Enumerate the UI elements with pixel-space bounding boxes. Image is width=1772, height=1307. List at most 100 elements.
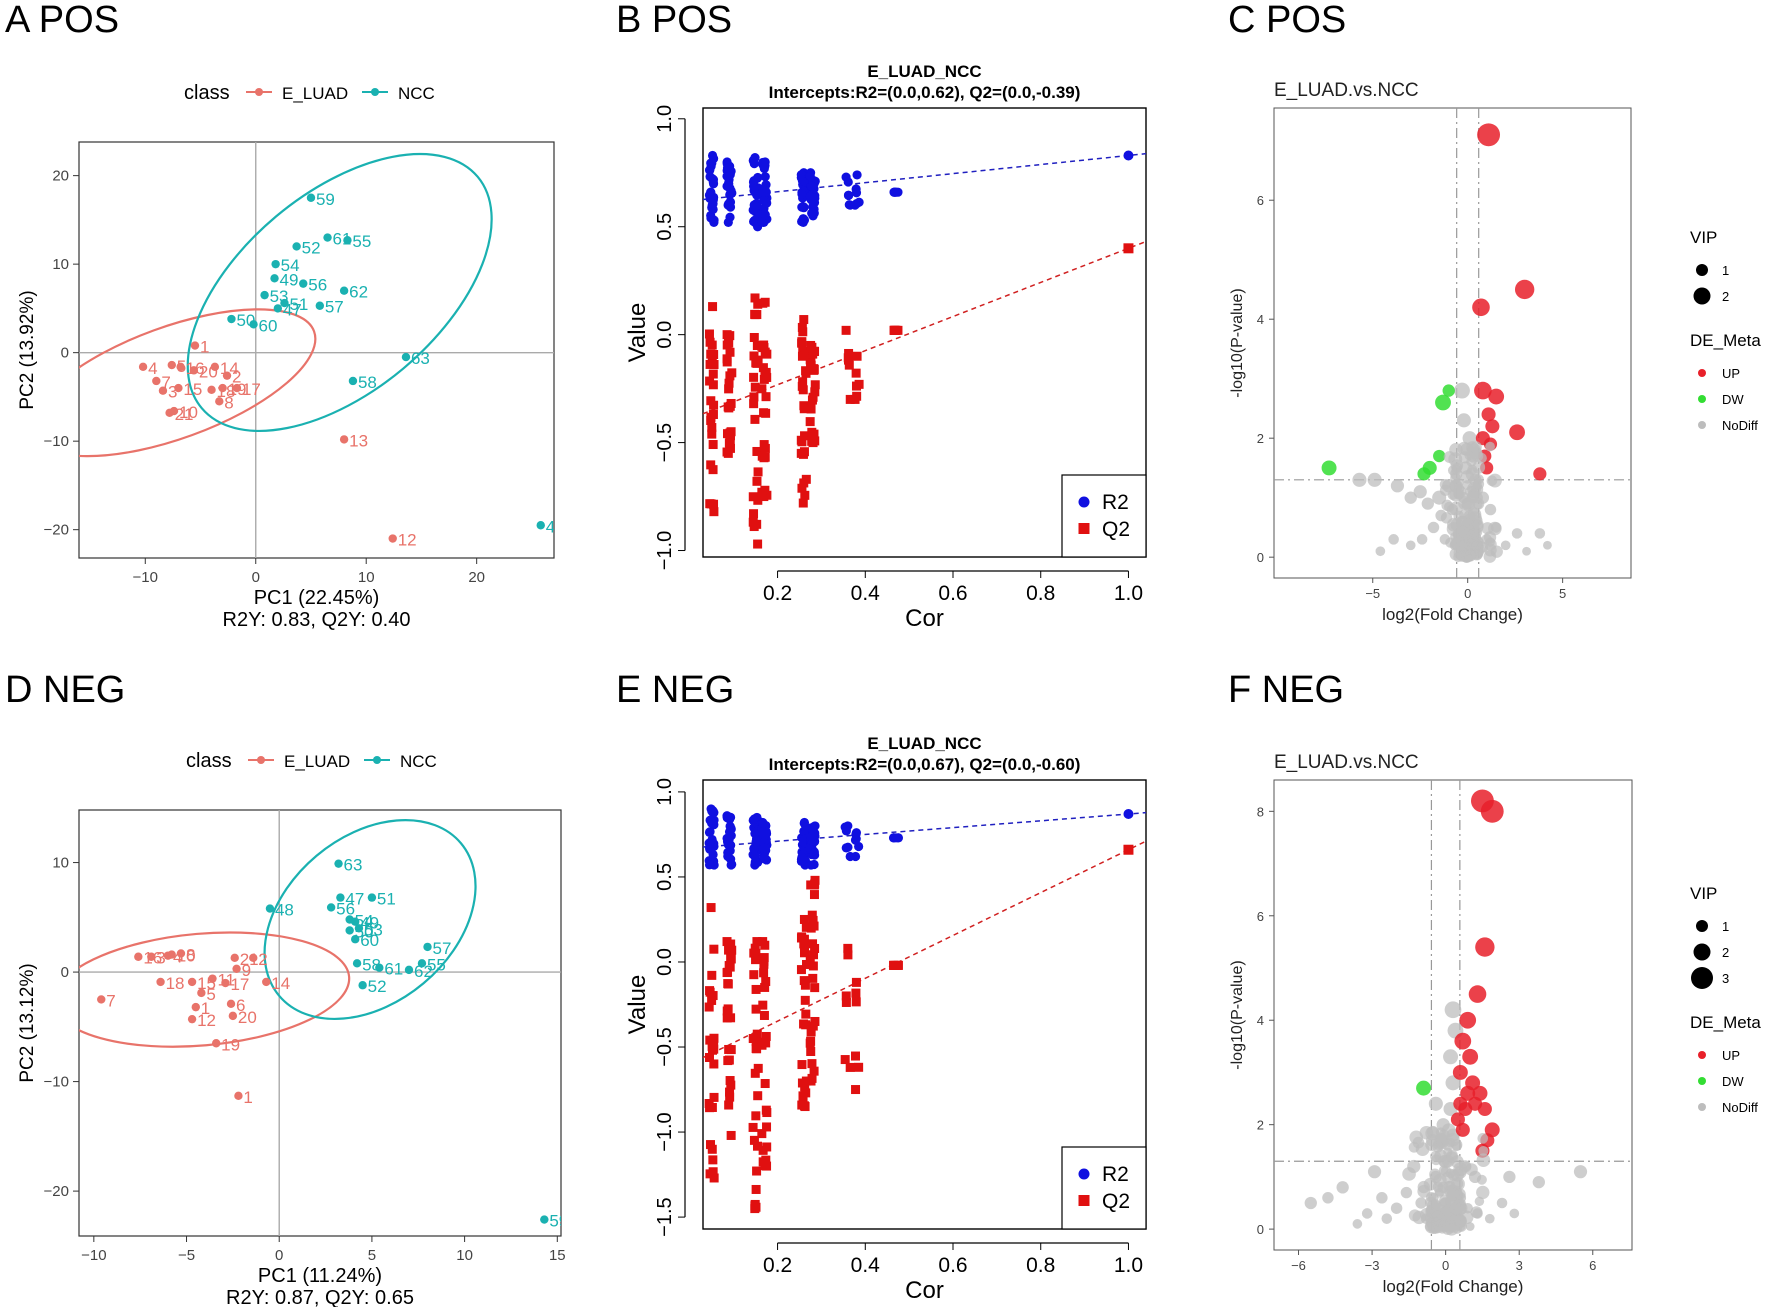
legend-vip-label: 1 — [1722, 263, 1729, 278]
sample-label: 4 — [173, 948, 182, 967]
q2-point — [708, 465, 718, 475]
x-tick-label: 5 — [368, 1247, 376, 1264]
y-tick-label: 1.0 — [654, 778, 676, 806]
q2-point — [797, 337, 807, 347]
sample-point — [97, 995, 106, 1004]
r2-point — [843, 177, 853, 187]
r2-point — [810, 193, 820, 203]
q2-original-point — [1123, 243, 1134, 254]
x-tick-label: 0.2 — [763, 1254, 792, 1277]
metabolite-point — [1390, 479, 1405, 493]
sample-point — [262, 977, 271, 987]
q2-point — [723, 979, 733, 989]
metabolite-point — [1485, 419, 1500, 434]
sample-point — [271, 259, 280, 269]
chart-subtitle: Intercepts:R2=(0.0,0.67), Q2=(0.0,-0.60) — [769, 755, 1081, 774]
sample-label: 59 — [316, 190, 335, 209]
sample-point — [323, 233, 332, 242]
sample-label: 55 — [352, 232, 371, 251]
y-tick-label: 20 — [52, 168, 69, 185]
sample-point — [351, 935, 360, 944]
q2-point — [761, 1155, 771, 1165]
r2-point — [707, 158, 717, 168]
metabolite-point — [1450, 1112, 1465, 1127]
sample-point — [306, 193, 316, 202]
y-tick-label: −1.0 — [654, 531, 676, 570]
q2-point — [809, 921, 819, 931]
legend-box — [1061, 474, 1147, 558]
q2-point — [751, 1184, 761, 1194]
q2-point — [800, 995, 810, 1005]
q2-point — [797, 483, 807, 493]
r2-point — [723, 851, 733, 861]
metabolite-point — [1443, 451, 1456, 463]
q2-point — [753, 1091, 763, 1101]
q2-point — [749, 522, 759, 532]
r2-point — [760, 853, 770, 863]
legend-de-marker — [1698, 369, 1706, 377]
metabolite-point — [1472, 298, 1490, 317]
q2-point — [851, 988, 861, 998]
q2-point — [844, 348, 854, 358]
legend-marker — [255, 88, 263, 96]
q2-point — [753, 495, 763, 505]
q2-point — [808, 392, 818, 402]
y-axis-title: -log10(P-value) — [1229, 960, 1246, 1069]
x-tick-label: 0.4 — [851, 582, 881, 605]
legend-vip-marker — [1693, 943, 1711, 961]
metabolite-point — [1446, 522, 1461, 536]
y-tick-label: 0 — [61, 345, 69, 362]
plot-area: 1634108212918151117145162012197163475148… — [79, 810, 561, 1236]
confidence-ellipse — [263, 819, 477, 1021]
q2-point — [806, 880, 816, 890]
sample-point — [158, 386, 168, 395]
q2-point — [851, 368, 861, 378]
q2-point — [761, 367, 771, 377]
q2-point — [722, 447, 732, 457]
q2-point — [749, 399, 759, 409]
permutation-panel: E_LUAD_NCC Intercepts:R2=(0.0,0.67), Q2=(… — [624, 734, 1147, 1304]
sample-point — [222, 371, 232, 380]
y-tick-label: 0.0 — [654, 321, 676, 349]
q2-point — [725, 371, 735, 381]
q2-point — [749, 372, 759, 382]
q2-point — [809, 950, 819, 960]
q2-point — [810, 380, 820, 390]
metabolite-point — [1477, 123, 1501, 147]
q2-fit-line — [703, 240, 1146, 415]
q2-point — [753, 1063, 763, 1073]
legend-label: E_LUAD — [282, 84, 348, 103]
q2-point — [704, 1052, 714, 1062]
x-tick-label: 0.2 — [763, 582, 792, 605]
sample-label: 7 — [161, 373, 170, 392]
q2-point — [724, 961, 734, 971]
metabolite-point — [1455, 1122, 1470, 1137]
x-axis-title: log2(Fold Change) — [1382, 605, 1523, 624]
x-tick-label: 0.8 — [1026, 1254, 1055, 1277]
y-tick-label: 4 — [1257, 312, 1264, 327]
q2-point — [749, 392, 759, 402]
sample-label: 8 — [224, 393, 233, 412]
r2-point — [851, 184, 861, 194]
q2-point — [709, 1059, 719, 1069]
q2-point — [807, 1073, 817, 1083]
metabolite-point — [1453, 510, 1465, 522]
legend-de-marker — [1698, 421, 1706, 429]
q2-point — [750, 293, 760, 303]
confidence-ellipse — [186, 152, 493, 432]
q2-point — [722, 1006, 732, 1016]
q2-point — [806, 404, 816, 414]
q2-point — [724, 1044, 734, 1054]
legend-entry: E_LUAD — [246, 84, 348, 103]
metabolite-point — [1478, 1145, 1489, 1156]
x-tick-label: 0.6 — [938, 1254, 967, 1277]
chart-title: E_LUAD.vs.NCC — [1274, 80, 1419, 101]
metabolite-point — [1475, 937, 1495, 957]
y-tick-label: 2 — [1257, 1118, 1264, 1133]
q2-point — [801, 368, 811, 378]
r2-point — [723, 840, 733, 850]
metabolite-point — [1456, 551, 1468, 562]
sample-label: 21 — [175, 405, 194, 424]
q2-point — [705, 1169, 715, 1179]
metabolite-point — [1458, 526, 1471, 539]
